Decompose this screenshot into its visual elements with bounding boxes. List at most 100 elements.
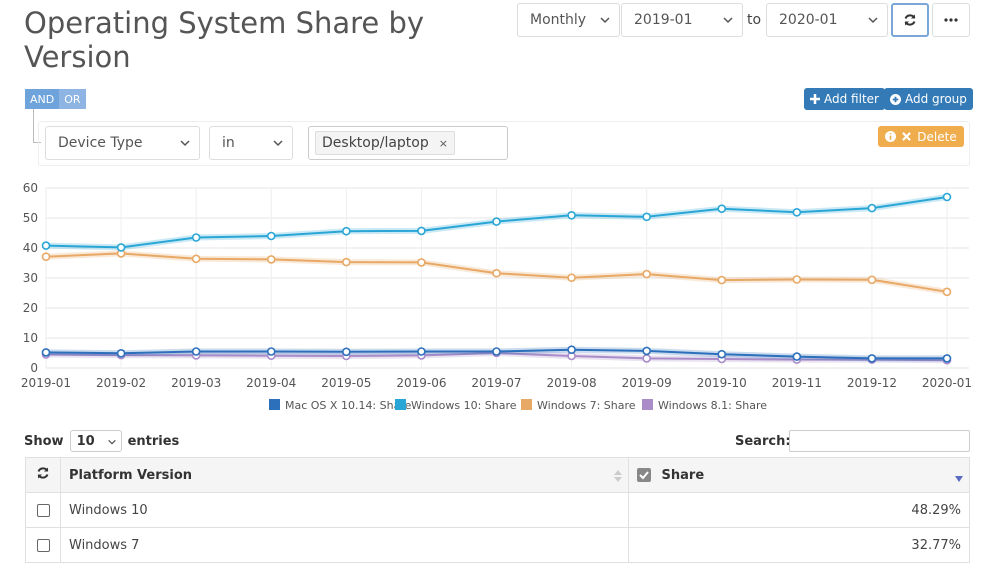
reset-column-header[interactable] <box>25 457 61 493</box>
x-tick-label: 2020-01 <box>922 376 972 390</box>
data-point <box>567 210 576 220</box>
legend-swatch <box>269 399 280 410</box>
x-tick-label: 2019-05 <box>321 376 371 390</box>
interval-value: Monthly <box>530 12 587 28</box>
data-point <box>942 287 952 297</box>
entries-label: entries <box>127 433 180 449</box>
x-tick-label: 2019-12 <box>847 376 897 390</box>
delete-label: Delete <box>917 129 957 144</box>
search-input[interactable] <box>789 430 970 452</box>
data-point <box>266 255 276 264</box>
plus-icon <box>810 94 820 104</box>
remove-tag-icon[interactable]: × <box>438 136 448 150</box>
table-row: Windows 7 32.77% <box>25 527 970 563</box>
add-filter-button[interactable]: Add filter <box>804 88 885 110</box>
data-point <box>116 349 126 358</box>
data-point <box>342 347 351 357</box>
filter-field-select[interactable]: Device Type <box>45 126 200 160</box>
to-date-select[interactable]: 2020-01 <box>766 3 888 37</box>
sort-icon <box>614 470 622 482</box>
data-point <box>492 347 501 356</box>
plus-circle-icon <box>890 93 901 105</box>
chevron-down-icon <box>107 439 116 445</box>
chevron-down-icon <box>868 17 878 24</box>
platform-cell: Windows 7 <box>60 527 629 563</box>
data-point <box>342 257 351 267</box>
delete-rule-button[interactable]: Delete <box>878 126 964 147</box>
column-header-platform[interactable]: Platform Version <box>60 457 629 493</box>
x-tick-label: 2019-10 <box>697 376 747 390</box>
chevron-down-icon <box>723 17 733 24</box>
filter-value-input[interactable]: Desktop/laptop × <box>308 126 508 160</box>
chevron-down-icon <box>273 140 283 147</box>
data-point <box>717 349 727 359</box>
logic-and-button[interactable]: AND <box>25 89 60 109</box>
row-select-cell <box>25 527 61 563</box>
data-point <box>717 204 727 214</box>
data-point <box>567 345 576 354</box>
sort-desc-icon <box>955 476 963 482</box>
chevron-down-icon <box>600 17 610 24</box>
y-tick-label: 20 <box>23 301 38 315</box>
data-point <box>792 207 802 217</box>
entries-value: 10 <box>76 433 95 449</box>
logic-or-button[interactable]: OR <box>59 89 86 109</box>
y-tick-label: 30 <box>23 271 38 285</box>
data-point <box>717 275 727 285</box>
x-tick-label: 2019-01 <box>21 376 71 390</box>
data-point <box>41 348 51 357</box>
data-point <box>792 275 802 284</box>
page-length-control: Show 10 entries <box>24 430 179 452</box>
data-table: Platform Version Share Windows 10 48.29%… <box>25 457 970 563</box>
x-tick-label: 2019-08 <box>547 376 597 390</box>
entries-select[interactable]: 10 <box>69 430 122 452</box>
add-group-button[interactable]: Add group <box>884 88 973 110</box>
to-date-value: 2020-01 <box>779 12 838 28</box>
add-group-label: Add group <box>905 92 967 106</box>
data-point <box>191 254 201 264</box>
x-tick-label: 2019-07 <box>471 376 521 390</box>
data-point <box>567 273 576 282</box>
table-header-row: Platform Version Share <box>25 457 970 493</box>
filter-operator-value: in <box>222 135 235 151</box>
x-tick-label: 2019-03 <box>171 376 221 390</box>
column-header-platform-label: Platform Version <box>69 467 192 483</box>
from-date-value: 2019-01 <box>634 12 693 28</box>
from-date-select[interactable]: 2019-01 <box>621 3 743 37</box>
table-row: Windows 10 48.29% <box>25 492 970 528</box>
filter-tree-connector <box>33 109 41 143</box>
data-point <box>642 346 651 356</box>
data-point <box>867 203 877 213</box>
data-point <box>792 352 802 361</box>
share-cell: 32.77% <box>628 527 970 563</box>
interval-select[interactable]: Monthly <box>517 3 620 37</box>
row-checkbox[interactable] <box>36 538 50 552</box>
data-point <box>867 354 877 363</box>
column-header-share[interactable]: Share <box>628 457 970 493</box>
checkbox-checked-icon <box>637 468 651 482</box>
data-point <box>867 275 877 285</box>
refresh-button[interactable] <box>891 3 929 37</box>
row-checkbox[interactable] <box>36 503 50 517</box>
logic-toggle: AND OR <box>25 89 86 109</box>
data-point <box>642 212 651 222</box>
data-point <box>41 252 51 261</box>
x-tick-label: 2019-02 <box>96 376 146 390</box>
add-filter-label: Add filter <box>824 92 879 106</box>
data-point <box>642 354 651 363</box>
data-point <box>492 217 501 226</box>
value-tag-label: Desktop/laptop <box>322 135 429 151</box>
x-tick-label: 2019-11 <box>772 376 822 390</box>
data-point <box>41 241 51 250</box>
legend-swatch <box>395 399 406 410</box>
data-point <box>191 347 201 356</box>
refresh-icon <box>37 467 49 479</box>
filter-operator-select[interactable]: in <box>209 126 293 160</box>
data-point <box>191 233 201 242</box>
legend-swatch <box>521 399 532 410</box>
y-tick-label: 50 <box>23 211 38 225</box>
share-cell: 48.29% <box>628 492 970 528</box>
chevron-down-icon <box>180 140 190 147</box>
line-chart: 0 10 20 30 40 50 60 2019-01 2019-02 2019-03 2019-0… <box>21 181 972 412</box>
more-options-button[interactable] <box>932 3 970 37</box>
